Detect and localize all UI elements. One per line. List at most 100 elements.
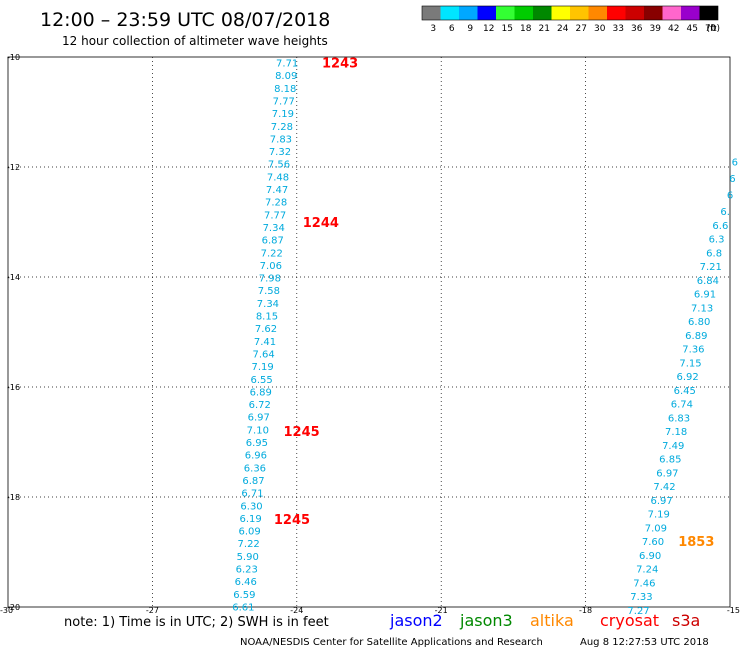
wave-height-point: 7.24: [636, 565, 658, 576]
color-scale-label: 3: [430, 24, 436, 34]
color-scale-label: 18: [520, 24, 532, 34]
color-scale-label: 42: [668, 24, 679, 34]
wave-height-point: 6.3: [709, 235, 725, 246]
satellite-legend-item: jason2: [389, 611, 443, 630]
wave-height-point: 8.18: [274, 84, 296, 95]
color-scale-label: 6: [449, 24, 455, 34]
wave-height-point: 6.84: [697, 276, 719, 287]
wave-height-point: 6.: [720, 207, 730, 218]
wave-height-point: 7.15: [679, 358, 701, 369]
color-swatch: [681, 6, 700, 20]
wave-height-point: 6.8: [706, 248, 722, 259]
wave-height-point: 7.19: [272, 109, 294, 120]
wave-height-point: 6.92: [677, 372, 699, 383]
wave-height-point: 7.42: [653, 482, 675, 493]
wave-height-point: 6.91: [694, 290, 716, 301]
y-tick-label: -10: [7, 53, 20, 62]
color-scale-label: 12: [483, 24, 494, 34]
x-tick-labels: -30 -27 -24 -21 -18 -15: [0, 606, 740, 615]
wave-height-point: 6.85: [659, 455, 681, 466]
satellite-legend-item: altika: [530, 611, 574, 630]
wave-height-point: 6: [732, 158, 738, 169]
color-swatch: [422, 6, 441, 20]
wave-height-point: 7.98: [259, 274, 281, 285]
color-scale-unit: (ft): [706, 24, 720, 34]
pass-time-label: 1243: [322, 57, 358, 72]
wave-height-point: 6.97: [248, 413, 270, 424]
wave-height-point: 6.83: [668, 413, 690, 424]
footer-credit: NOAA/NESDIS Center for Satellite Applica…: [240, 637, 543, 648]
wave-height-point: 6.61: [232, 602, 254, 613]
grid-lines: [8, 57, 730, 607]
chart-title: 12:00 – 23:59 UTC 08/07/2018: [40, 9, 330, 31]
color-swatch: [459, 6, 478, 20]
x-tick-label: -27: [146, 606, 159, 615]
color-swatch: [551, 6, 570, 20]
color-swatch: [699, 6, 718, 20]
y-tick-label: -14: [7, 273, 20, 282]
y-tick-labels: -10 -12 -14 -16 -18 -20: [7, 53, 20, 612]
wave-height-point: 7.13: [691, 303, 713, 314]
color-scale-label: 27: [576, 24, 587, 34]
color-swatch: [570, 6, 589, 20]
footer-timestamp: Aug 8 12:27:53 UTC 2018: [580, 637, 709, 648]
color-swatch: [477, 6, 496, 20]
wave-height-point: 6.96: [245, 451, 267, 462]
wave-height-point: 8.15: [256, 312, 278, 323]
wave-height-point: 7.32: [269, 147, 291, 158]
satellite-legend-item: s3a: [672, 611, 700, 630]
wave-height-point: 7.49: [662, 441, 684, 452]
wave-height-point: 6.97: [656, 468, 678, 479]
wave-height-point: 6.97: [651, 496, 673, 507]
y-tick-label: -12: [7, 163, 20, 172]
wave-height-point: 7.21: [700, 262, 722, 273]
color-scale-label: 70: [705, 24, 717, 34]
wave-height-point: 7.28: [271, 122, 293, 133]
wave-height-point: 7.10: [247, 425, 269, 436]
wave-height-point: 6.36: [244, 463, 266, 474]
wave-height-point: 8.09: [275, 71, 297, 82]
satellite-legend-item: jason3: [459, 611, 513, 630]
wave-height-point: 7.60: [642, 537, 664, 548]
wave-height-point: 5.90: [237, 552, 259, 563]
pass-annotations: 1243 1244 1245 1245 1853: [274, 57, 715, 551]
x-tick-label: -15: [727, 606, 740, 615]
x-tick-label: -30: [0, 606, 13, 615]
wave-height-point: 7.62: [255, 324, 277, 335]
x-tick-label: -21: [435, 606, 448, 615]
wave-height-point: 6.80: [688, 317, 710, 328]
wave-height-point: 6.72: [249, 400, 271, 411]
color-scale-legend: 3 6 9 12 15 18 21 24 27 30 33 36 39 42 45 70(ft): [421, 5, 720, 34]
color-scale-label: 33: [613, 24, 624, 34]
wave-height-point: 7.58: [258, 286, 280, 297]
wave-height-point: 7.27: [627, 606, 649, 617]
wave-height-point: 6.30: [240, 501, 262, 512]
color-scale-label: 15: [502, 24, 513, 34]
color-swatch: [644, 6, 663, 20]
pass-time-label: 1244: [303, 216, 339, 231]
wave-height-point: 6.45: [674, 386, 696, 397]
wave-height-point: 7.77: [273, 96, 295, 107]
wave-height-point: 7.47: [266, 185, 288, 196]
color-swatch: [533, 6, 552, 20]
color-swatch: [514, 6, 533, 20]
wave-height-point: 7.19: [648, 510, 670, 521]
wave-height-point: 7.71: [276, 59, 298, 70]
color-scale-label: 30: [594, 24, 606, 34]
wave-height-point: 7.22: [238, 539, 260, 550]
wave-height-point: 6.23: [236, 565, 258, 576]
wave-height-point: 6.87: [262, 236, 284, 247]
wave-height-point: 7.41: [254, 337, 276, 348]
y-tick-label: -18: [7, 493, 20, 502]
wave-height-point: 7.18: [665, 427, 687, 438]
y-tick-label: -20: [7, 603, 20, 612]
wave-height-point: 7.33: [630, 592, 652, 603]
wave-height-point: 7.36: [682, 345, 704, 356]
wave-height-point: 7.28: [265, 198, 287, 209]
color-scale-frame: [421, 5, 719, 21]
wave-height-point: 7.46: [633, 578, 655, 589]
wave-height-point: 6.46: [235, 577, 257, 588]
wave-height-point: 6.19: [239, 514, 261, 525]
color-scale-label: 21: [539, 24, 550, 34]
y-tick-label: -16: [7, 383, 20, 392]
